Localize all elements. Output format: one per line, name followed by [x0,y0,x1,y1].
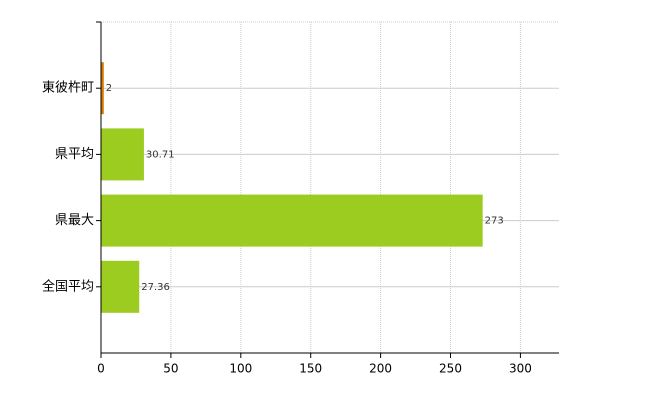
bar [101,62,104,115]
y-tick-label: 東彼杵町 [42,80,94,96]
value-label: 30.71 [146,149,175,160]
bar [101,194,483,247]
value-label: 2 [106,83,112,94]
y-tick-label: 全国平均 [42,278,94,294]
x-tick-label: 0 [97,362,105,376]
bar [101,260,140,313]
y-tick-label: 県最大 [55,213,94,228]
y-tick-label: 県平均 [55,147,94,162]
x-tick-label: 100 [229,362,252,376]
x-tick-label: 250 [439,362,462,376]
value-label: 27.36 [141,282,170,293]
x-tick-label: 200 [369,362,392,376]
x-tick-label: 300 [509,362,532,376]
value-label: 273 [485,216,504,227]
x-tick-label: 50 [163,362,178,376]
bar [101,128,144,181]
x-tick-label: 150 [299,362,322,376]
